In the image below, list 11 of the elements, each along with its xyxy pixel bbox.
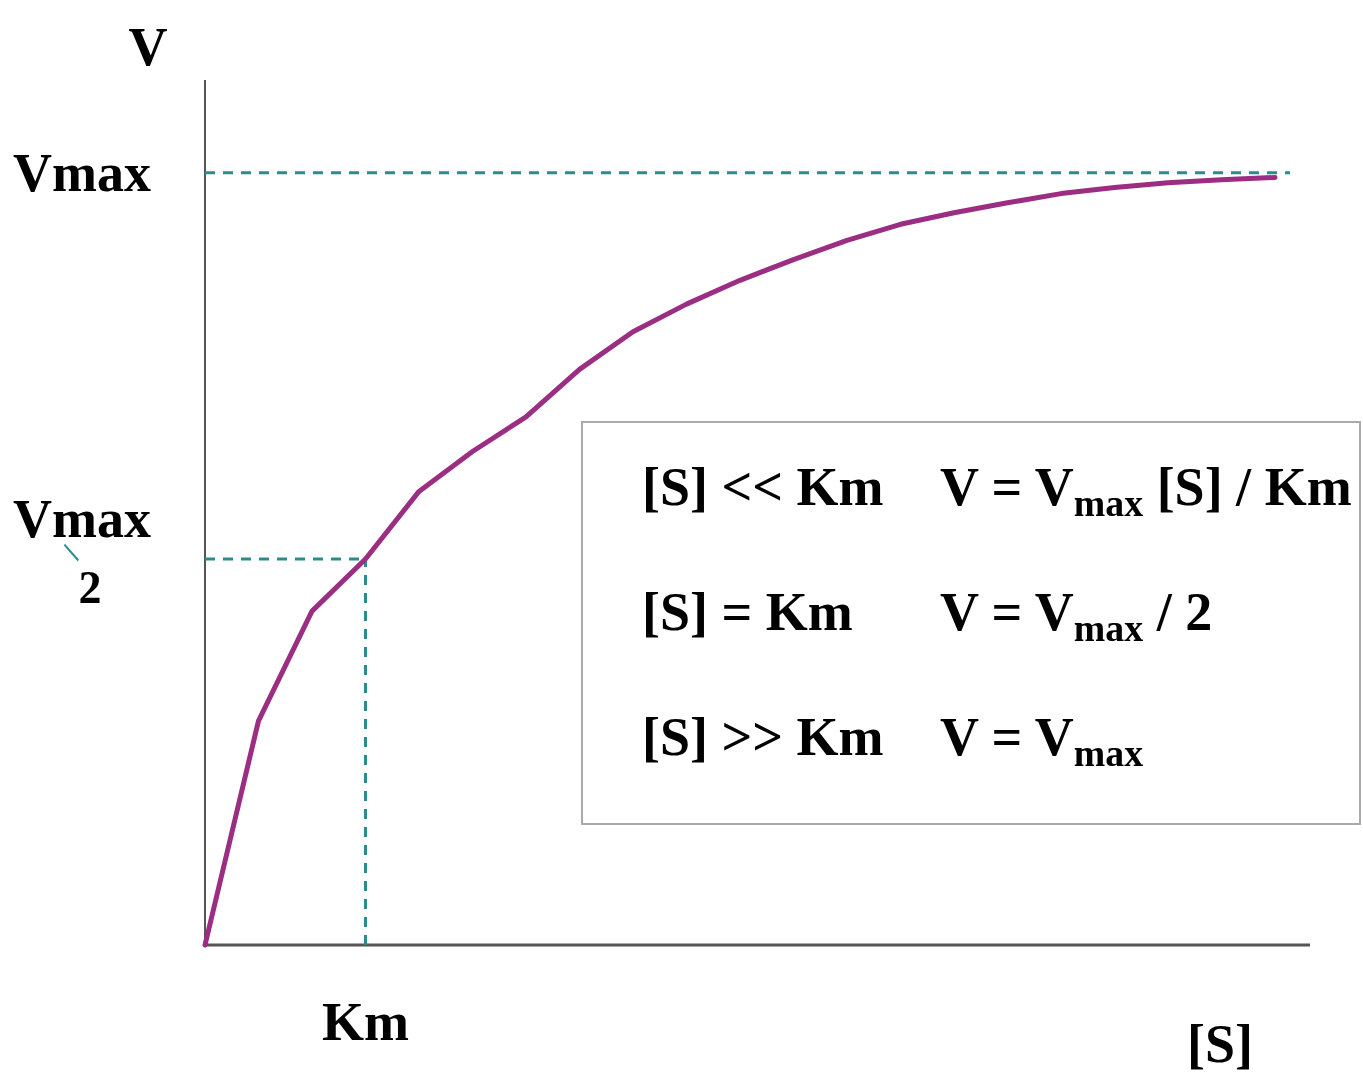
annotation: V = V$_{max}$ [940, 707, 1144, 775]
y-axis-title: V [128, 17, 168, 77]
text: Km [322, 992, 409, 1052]
x-axis-title: [S] [1187, 1014, 1253, 1074]
annotation: V = V$_{max}$ [S] / Km [940, 457, 1352, 525]
annotation: [S] = Km [642, 582, 853, 642]
annotation: V = V$_{max}$ / 2 [940, 582, 1213, 650]
annotation: [S] >> Km [642, 707, 884, 767]
ref-line-label: Vmax/2 [13, 488, 151, 613]
ref-line-label: Vmax [13, 142, 151, 203]
annotation: [S] << Km [642, 457, 884, 517]
